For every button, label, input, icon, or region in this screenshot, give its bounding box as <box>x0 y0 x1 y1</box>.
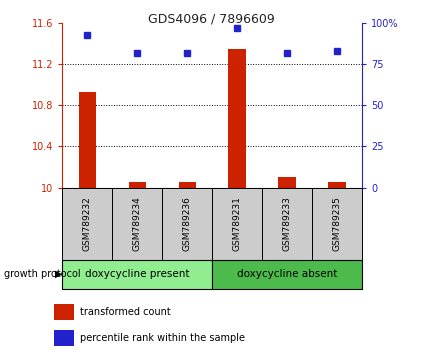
Bar <box>328 182 345 188</box>
Text: doxycycline absent: doxycycline absent <box>237 269 337 279</box>
Text: doxycycline present: doxycycline present <box>85 269 189 279</box>
Bar <box>54 330 74 346</box>
Text: transformed count: transformed count <box>80 307 170 317</box>
Text: GSM789235: GSM789235 <box>332 196 341 251</box>
Bar <box>228 49 246 188</box>
Text: GSM789236: GSM789236 <box>182 196 191 251</box>
Bar <box>212 188 261 260</box>
Text: GDS4096 / 7896609: GDS4096 / 7896609 <box>147 12 274 25</box>
Text: ▶: ▶ <box>55 269 62 279</box>
Bar <box>311 188 361 260</box>
Bar <box>162 188 212 260</box>
Text: growth protocol: growth protocol <box>4 269 81 279</box>
Bar <box>62 188 112 260</box>
Text: GSM789233: GSM789233 <box>282 196 291 251</box>
Text: GSM789234: GSM789234 <box>132 196 141 251</box>
Bar <box>261 188 311 260</box>
Bar <box>128 182 146 188</box>
Bar <box>54 304 74 320</box>
Text: GSM789231: GSM789231 <box>232 196 241 251</box>
Bar <box>62 260 212 289</box>
Bar <box>178 182 196 188</box>
Bar <box>212 260 361 289</box>
Bar <box>112 188 162 260</box>
Bar <box>278 177 295 188</box>
Text: GSM789232: GSM789232 <box>83 196 92 251</box>
Bar <box>79 92 96 188</box>
Text: percentile rank within the sample: percentile rank within the sample <box>80 333 244 343</box>
